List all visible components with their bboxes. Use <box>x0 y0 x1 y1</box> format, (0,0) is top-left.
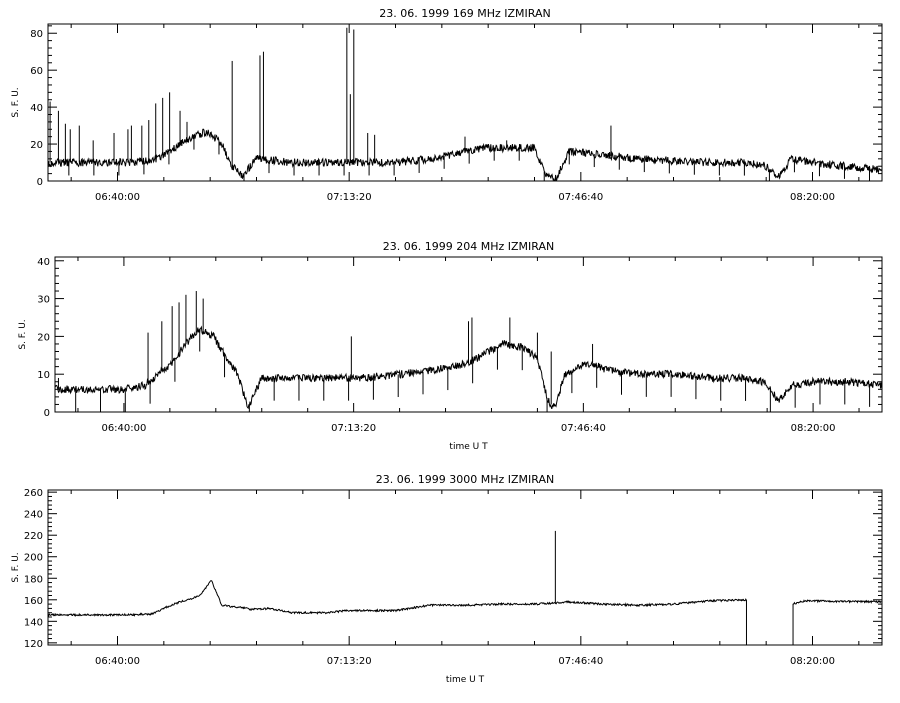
y-axis-label: S. F. U. <box>18 319 28 349</box>
y-axis-label: S. F. U. <box>11 87 21 117</box>
x-tick-label: 07:46:40 <box>558 656 603 667</box>
y-tick-label: 0 <box>44 408 50 419</box>
x-tick-label: 08:20:00 <box>790 192 835 203</box>
x-axis-label: time U T <box>449 442 488 452</box>
series-line <box>48 580 882 618</box>
y-tick-label: 80 <box>30 29 43 40</box>
chart-panel-2: 23. 06. 1999 204 MHz IZMIRAN S. F. U. time… <box>18 240 883 452</box>
x-tick-label: 08:20:00 <box>790 656 835 667</box>
x-tick-label: 07:13:20 <box>327 192 372 203</box>
y-tick-label: 120 <box>24 639 43 650</box>
y-tick-label: 20 <box>37 332 50 343</box>
y-tick-label: 30 <box>37 295 50 306</box>
x-tick-label: 06:40:00 <box>95 656 140 667</box>
x-tick-label: 07:46:40 <box>558 192 603 203</box>
y-tick-label: 180 <box>24 574 43 585</box>
y-tick-label: 160 <box>24 596 43 607</box>
chart-title: 23. 06. 1999 204 MHz IZMIRAN <box>383 240 554 253</box>
plot-frame <box>47 23 883 182</box>
chart-panel-3: 23. 06. 1999 3000 MHz IZMIRAN S. F. U. tim… <box>11 473 883 685</box>
y-tick-label: 40 <box>30 103 43 114</box>
y-axis-label: S. F. U. <box>11 552 21 582</box>
y-tick-label: 10 <box>37 370 50 381</box>
chart-title: 23. 06. 1999 169 MHz IZMIRAN <box>379 7 550 20</box>
plot-frame <box>54 256 883 413</box>
x-tick-label: 07:13:20 <box>331 423 376 434</box>
y-tick-label: 200 <box>24 553 43 564</box>
x-tick-label: 07:13:20 <box>327 656 372 667</box>
chart-panel-1: 23. 06. 1999 169 MHz IZMIRAN S. F. U. 0 20 4… <box>11 7 883 203</box>
y-tick-label: 60 <box>30 66 43 77</box>
y-tick-label: 140 <box>24 617 43 628</box>
x-tick-label: 06:40:00 <box>101 423 146 434</box>
x-tick-label: 06:40:00 <box>95 192 140 203</box>
y-tick-label: 40 <box>37 257 50 268</box>
y-tick-label: 20 <box>30 140 43 151</box>
y-tick-label: 220 <box>24 531 43 542</box>
x-axis-label: time U T <box>446 675 485 685</box>
chart-title: 23. 06. 1999 3000 MHz IZMIRAN <box>376 473 554 486</box>
y-tick-label: 240 <box>24 510 43 521</box>
y-tick-label: 0 <box>37 177 43 188</box>
plot-frame <box>47 489 883 646</box>
x-tick-label: 08:20:00 <box>791 423 836 434</box>
y-tick-label: 260 <box>24 488 43 499</box>
x-tick-label: 07:46:40 <box>561 423 606 434</box>
